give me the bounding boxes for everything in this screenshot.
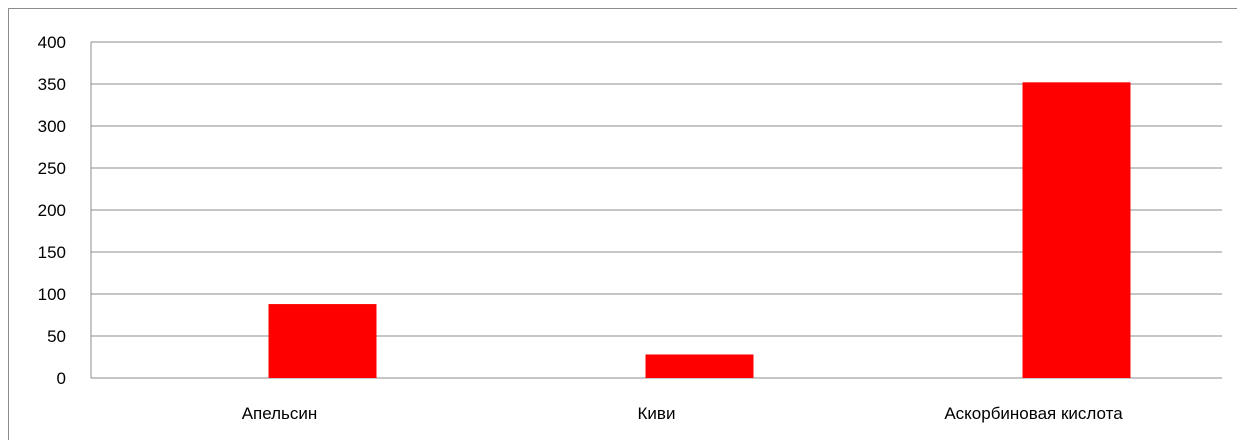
x-category-label: Киви (638, 404, 676, 423)
y-axis-ticks: 0 50 100 150 200 250 300 350 400 (38, 33, 66, 388)
y-tick-label: 400 (38, 33, 66, 52)
x-category-label: Апельсин (242, 404, 318, 423)
y-tick-label: 0 (57, 369, 66, 388)
chart-frame (8, 8, 1237, 440)
y-tick-label: 250 (38, 159, 66, 178)
x-category-label: Аскорбиновая кислота (944, 404, 1123, 423)
y-tick-label: 100 (38, 285, 66, 304)
y-tick-label: 350 (38, 75, 66, 94)
bar (645, 354, 754, 378)
y-tick-label: 50 (47, 327, 66, 346)
y-tick-label: 150 (38, 243, 66, 262)
y-tick-label: 300 (38, 117, 66, 136)
x-axis-labels: Апельсин Киви Аскорбиновая кислота (242, 404, 1124, 423)
bar (268, 304, 377, 378)
y-tick-label: 200 (38, 201, 66, 220)
bars (268, 82, 1131, 378)
bar (1022, 82, 1131, 378)
